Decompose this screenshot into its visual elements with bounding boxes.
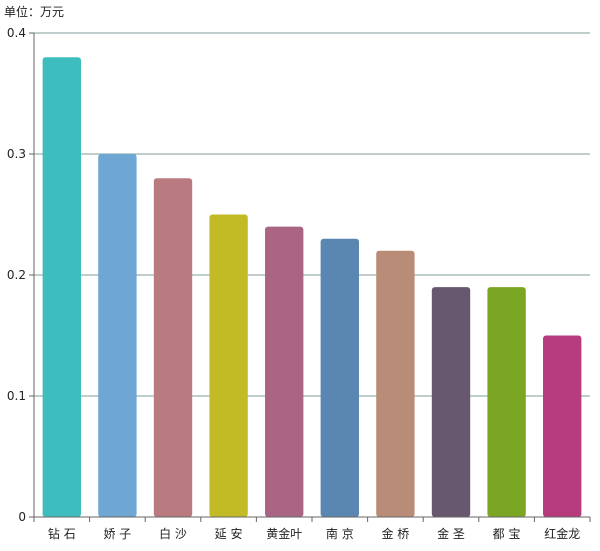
y-tick-label: 0.1	[7, 389, 26, 403]
bar	[376, 250, 415, 518]
y-tick-labels: 0 0.1 0.2 0.3 0.4	[7, 26, 26, 524]
y-tick-label: 0.4	[7, 26, 26, 40]
bar	[431, 287, 471, 517]
bar	[543, 335, 582, 517]
x-tick-label: 钻 石	[48, 526, 76, 541]
x-tick-label: 白 沙	[159, 526, 187, 541]
x-tick-label: 延 安	[215, 526, 243, 541]
x-tick-label: 都 宝	[493, 527, 521, 541]
bar	[153, 178, 193, 517]
bar	[98, 154, 137, 517]
bar	[42, 57, 81, 517]
x-tick-labels: 钻 石 娇 子 白 沙 延 安 黄金叶 南 京 金 桥 金 圣 都 宝 红金龙	[48, 526, 580, 541]
x-tick-label: 南 京	[326, 526, 354, 541]
x-tick-label: 金 桥	[381, 526, 409, 541]
x-tick-label: 金 圣	[437, 526, 465, 541]
bar	[487, 287, 526, 517]
y-tick-label: 0.3	[7, 147, 26, 161]
axes	[29, 32, 591, 522]
bars	[42, 57, 582, 518]
bar	[320, 238, 359, 517]
y-tick-label: 0.2	[7, 268, 26, 282]
y-tick-label: 0	[18, 510, 26, 524]
bar	[265, 226, 304, 517]
x-tick-label: 黄金叶	[266, 526, 302, 541]
x-tick-label: 娇 子	[103, 527, 131, 541]
bar	[209, 214, 248, 517]
unit-label: 单位：万元	[4, 5, 65, 19]
x-tick-label: 红金龙	[544, 526, 580, 541]
